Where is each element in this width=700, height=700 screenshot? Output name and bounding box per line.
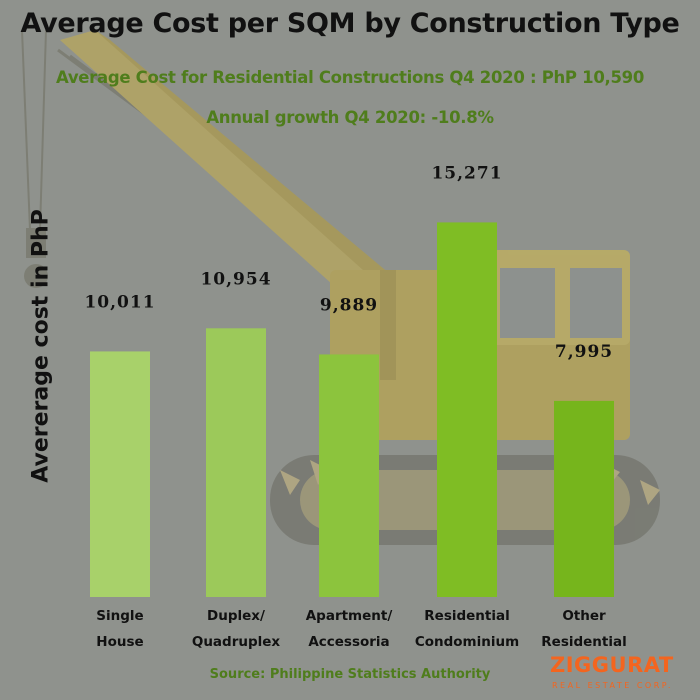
- category-label-2-line-0: Apartment/: [306, 608, 393, 624]
- logo-tagline: REAL ESTATE CORP.: [552, 681, 673, 690]
- bar-0: [90, 351, 150, 597]
- chart-subtitle-annual-growth: Annual growth Q4 2020: -10.8%: [206, 108, 494, 127]
- chart-subtitle-average-cost: Average Cost for Residential Constructio…: [55, 68, 645, 87]
- bar-2: [319, 354, 379, 597]
- category-label-4-line-0: Other: [562, 608, 606, 624]
- value-label-1: 10,954: [200, 269, 271, 289]
- logo-wordmark: ZIGGURAT: [550, 653, 674, 677]
- bar-4: [554, 400, 614, 597]
- bar-3: [437, 222, 497, 597]
- chart-title: Average Cost per SQM by Construction Typ…: [20, 8, 680, 39]
- category-label-3-line-1: Condominium: [415, 634, 519, 650]
- value-label-2: 9,889: [320, 295, 378, 315]
- source-note: Source: Philippine Statistics Authority: [209, 667, 491, 682]
- category-label-1-line-0: Duplex/: [207, 608, 265, 624]
- bar-1: [206, 328, 266, 597]
- category-label-0-line-1: House: [96, 634, 143, 650]
- category-label-3-line-0: Residential: [424, 608, 509, 624]
- value-label-4: 7,995: [555, 342, 613, 362]
- category-label-4-line-1: Residential: [541, 634, 626, 650]
- ziggurat-logo: ZIGGURAT REAL ESTATE CORP.: [550, 653, 690, 697]
- category-label-1-line-1: Quadruplex: [192, 634, 281, 650]
- value-label-0: 10,011: [84, 292, 155, 312]
- category-label-2-line-1: Accessoria: [308, 634, 389, 650]
- value-label-3: 15,271: [431, 163, 502, 183]
- category-label-0-line-0: Single: [96, 608, 143, 624]
